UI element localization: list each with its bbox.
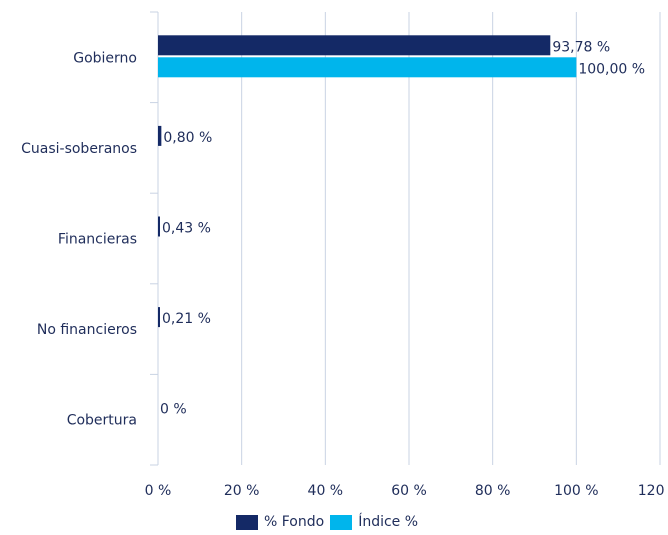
data-label: 0,21 % xyxy=(162,311,211,327)
category-label: No financieros xyxy=(37,322,137,338)
legend-label-fondo: % Fondo xyxy=(264,514,325,530)
legend: % Fondo Índice % xyxy=(236,514,424,530)
bars xyxy=(158,35,577,328)
bar xyxy=(158,125,162,146)
data-labels: 93,78 % 100,00 % 0,80 % 0,43 % 0,21 % 0 % xyxy=(160,39,645,417)
legend-item-fondo: % Fondo xyxy=(236,514,324,530)
gridlines xyxy=(241,12,661,465)
data-label: 93,78 % xyxy=(552,39,610,55)
x-tick-label: 80 % xyxy=(475,483,511,499)
category-label: Cobertura xyxy=(67,413,137,429)
category-labels: Gobierno Cuasi-soberanos Financieras No fin… xyxy=(21,50,137,428)
x-tick-label: 20 % xyxy=(224,483,260,499)
bar xyxy=(158,35,551,56)
legend-swatch-indice xyxy=(330,514,353,530)
legend-label-indice: Índice % xyxy=(358,514,419,530)
category-label: Gobierno xyxy=(73,50,137,66)
x-tick-labels: 0 % 20 % 40 % 60 % 80 % 100 % 120 % xyxy=(145,483,668,499)
x-tick-label: 120 % xyxy=(638,483,668,499)
x-tick-label: 60 % xyxy=(391,483,427,499)
legend-item-indice: Índice % xyxy=(330,514,418,530)
category-axis xyxy=(150,11,159,466)
x-tick-label: 0 % xyxy=(145,483,172,499)
data-label: 0 % xyxy=(160,402,187,418)
data-label: 0,43 % xyxy=(162,221,211,237)
category-label: Financieras xyxy=(58,232,137,248)
bar xyxy=(158,57,577,78)
bar xyxy=(158,307,160,328)
x-tick-label: 40 % xyxy=(308,483,344,499)
legend-swatch-fondo xyxy=(236,514,258,530)
data-label: 100,00 % xyxy=(578,61,645,77)
data-label: 0,80 % xyxy=(163,130,212,146)
x-tick-label: 100 % xyxy=(554,483,598,499)
bar xyxy=(158,216,160,237)
category-label: Cuasi-soberanos xyxy=(21,141,137,157)
